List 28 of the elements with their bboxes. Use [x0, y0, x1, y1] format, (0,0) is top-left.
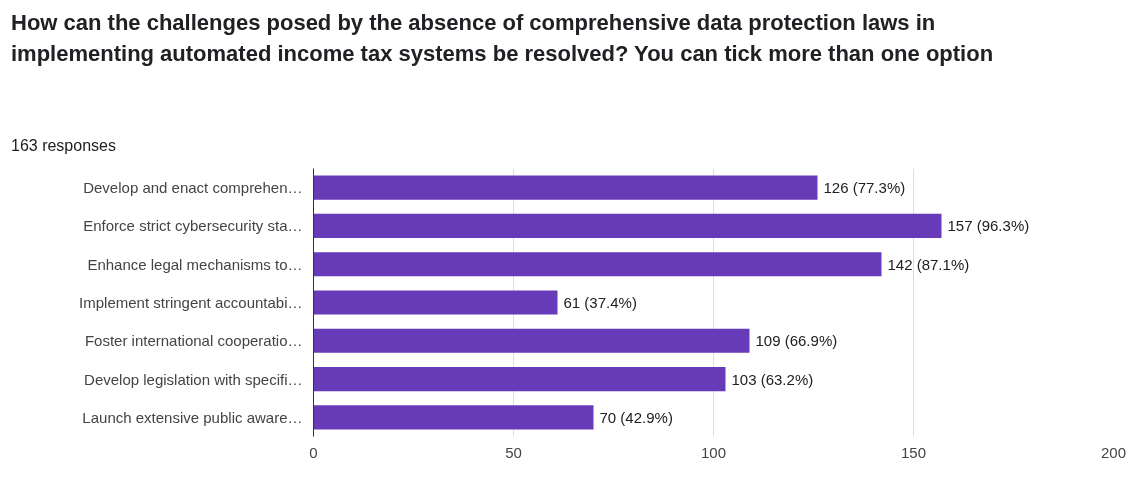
bar: [313, 252, 882, 277]
x-tick-label: 150: [900, 443, 927, 461]
y-tick-label: Foster international cooperatio…: [84, 332, 303, 350]
bar: [313, 213, 942, 238]
y-tick-label: Develop legislation with specifi…: [84, 370, 303, 388]
y-tick-label: Develop and enact comprehen…: [83, 179, 303, 197]
x-tick-label: 0: [309, 443, 318, 461]
data-label: 157 (96.3%): [947, 217, 1030, 235]
bar: [313, 328, 750, 353]
x-tick-label: 50: [505, 443, 522, 461]
chart-title: How can the challenges posed by the absence of comprehensive data protection laws in implementing automated income tax systems be resolved? You can tick more than one option: [11, 9, 995, 68]
text: 163 responses: [11, 136, 116, 156]
x-tick-label: 200: [1100, 443, 1127, 461]
data-label: 70 (42.9%): [599, 408, 673, 426]
bar: [313, 405, 594, 430]
y-tick-label: Enforce strict cybersecurity sta…: [83, 217, 303, 235]
data-label: 61 (37.4%): [563, 294, 637, 311]
y-tick-label: Launch extensive public aware…: [82, 408, 303, 426]
data-label: 142 (87.1%): [887, 255, 970, 273]
x-tick-label: 100: [700, 443, 727, 461]
data-label: 126 (77.3%): [823, 179, 906, 197]
data-label: 103 (63.2%): [731, 370, 814, 388]
y-tick-label: Implement stringent accountabi…: [79, 294, 303, 311]
bar: [313, 290, 558, 315]
data-label: 109 (66.9%): [755, 332, 838, 350]
bar: [313, 367, 726, 392]
bar: [313, 175, 818, 200]
y-tick-label: Enhance legal mechanisms to…: [87, 255, 303, 273]
